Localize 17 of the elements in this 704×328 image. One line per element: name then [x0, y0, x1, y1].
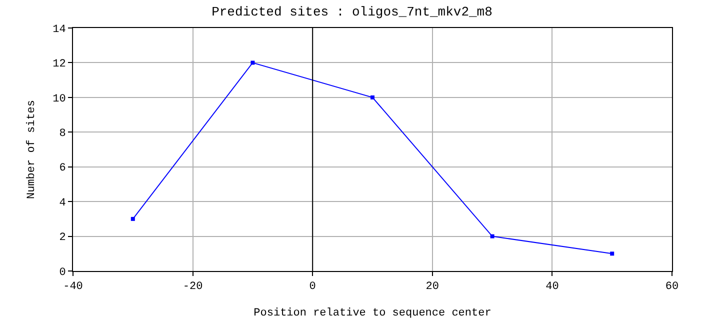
x-tick-label: 60	[665, 281, 679, 294]
y-tick-label: 6	[59, 162, 66, 175]
y-tick-label: 10	[52, 93, 66, 106]
y-axis-title: Number of sites	[26, 100, 38, 200]
y-tick-label: 14	[52, 24, 66, 36]
chart-title: Predicted sites : oligos_7nt_mkv2_m8	[212, 4, 492, 20]
x-tick-label: -20	[182, 281, 203, 294]
x-tick-label: 20	[426, 281, 439, 294]
y-tick-label: 12	[52, 58, 66, 71]
y-tick-label: 0	[59, 266, 66, 279]
x-tick-label: 40	[546, 281, 559, 294]
x-tick-label: -40	[63, 281, 83, 294]
y-tick-label: 8	[59, 128, 66, 140]
y-tick-label: 4	[59, 197, 66, 210]
x-axis-title: Position relative to sequence center	[254, 307, 492, 320]
y-tick-label: 2	[59, 232, 66, 244]
x-tick-label: 0	[309, 281, 316, 294]
